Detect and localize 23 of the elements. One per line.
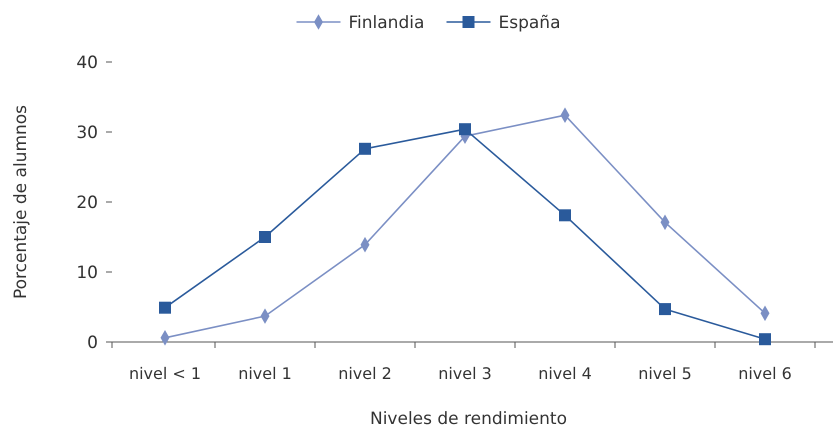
- x-tick-label: nivel 6: [738, 364, 792, 383]
- x-tick-label: nivel 1: [238, 364, 292, 383]
- x-tick-label: nivel < 1: [128, 364, 202, 383]
- y-axis-title: Porcentaje de alumnos: [11, 104, 31, 300]
- x-tick-label: nivel 3: [438, 364, 492, 383]
- y-tick-label: 30: [76, 122, 98, 143]
- point: [759, 333, 771, 346]
- y-tick-label: 0: [87, 332, 98, 353]
- point: [359, 142, 371, 155]
- point: [159, 302, 171, 314]
- x-tick-label: nivel 5: [638, 364, 692, 383]
- legend-label: Finlandia: [348, 12, 424, 33]
- y-tick-label: 10: [76, 262, 98, 283]
- point: [559, 209, 571, 222]
- x-tick-label: nivel 2: [338, 364, 392, 383]
- x-tick-label: nivel 4: [538, 364, 592, 383]
- point: [459, 123, 471, 136]
- point: [259, 231, 271, 243]
- x-axis-title: Niveles de rendimiento: [370, 409, 568, 429]
- y-tick-label: 40: [76, 52, 98, 73]
- y-tick-label: 20: [76, 192, 98, 213]
- point: [659, 303, 671, 316]
- legend-label: España: [498, 12, 560, 33]
